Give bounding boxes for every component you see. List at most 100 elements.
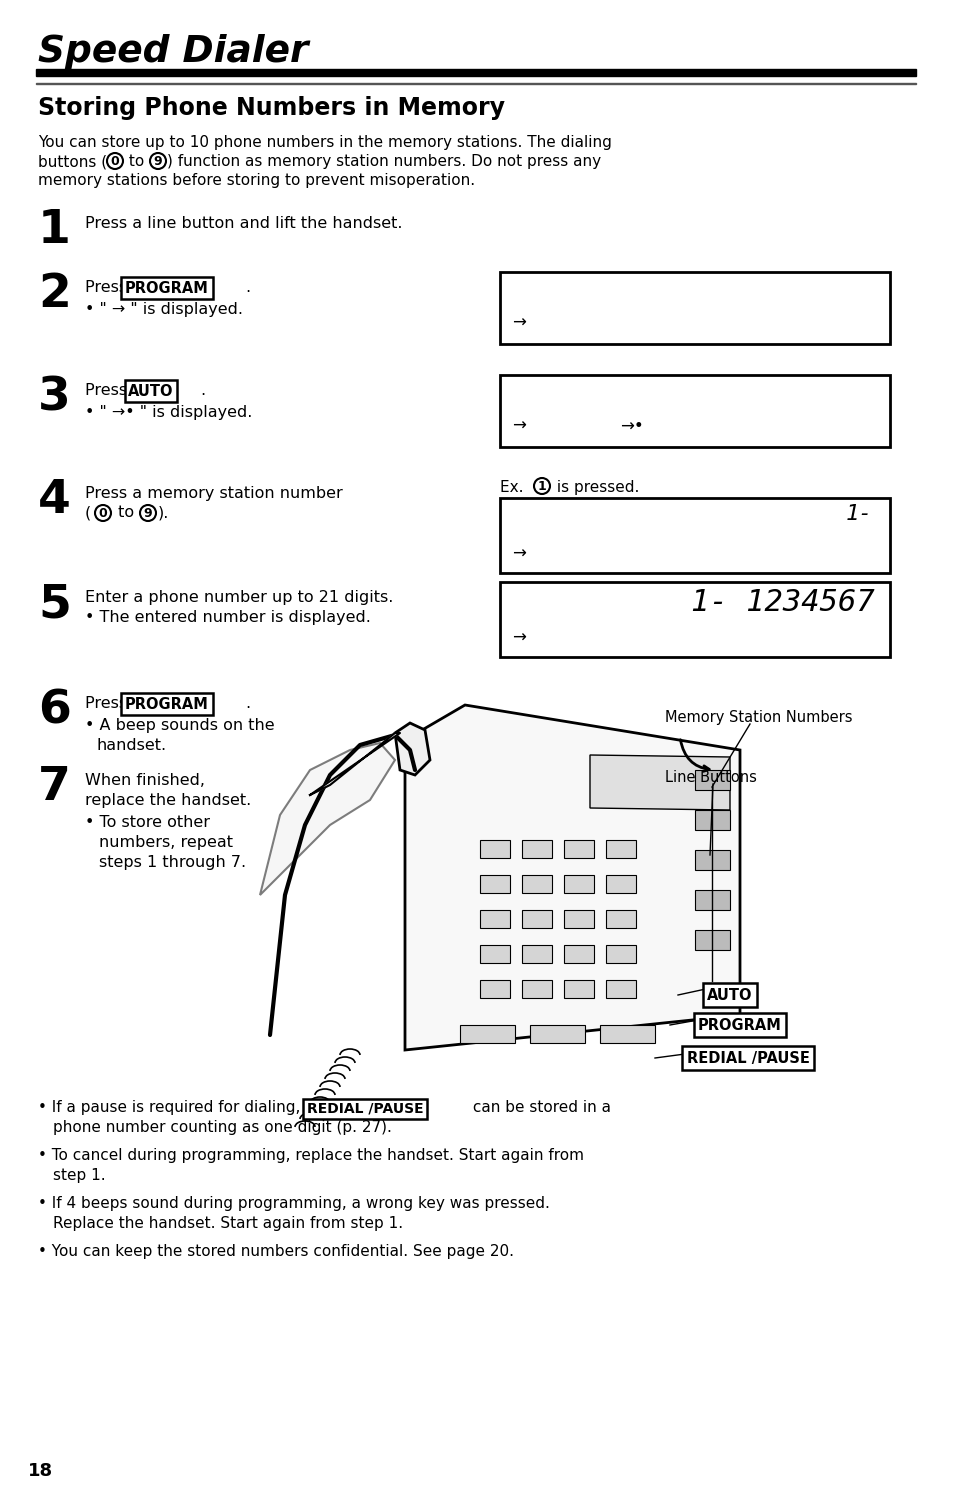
Bar (695, 850, 729, 871)
Bar (521, 875, 552, 893)
Text: • If a pause is required for dialing,: • If a pause is required for dialing, (38, 1100, 305, 1115)
Bar (605, 980, 636, 998)
Text: 0: 0 (111, 154, 119, 168)
Text: • The entered number is displayed.: • The entered number is displayed. (85, 610, 371, 625)
Text: replace the handset.: replace the handset. (85, 793, 251, 808)
Text: Press: Press (85, 696, 132, 711)
Text: REDIAL /PAUSE: REDIAL /PAUSE (306, 1103, 423, 1116)
Text: 4: 4 (38, 479, 71, 524)
Bar (563, 910, 594, 928)
Text: →: → (512, 545, 525, 562)
Text: • To cancel during programming, replace the handset. Start again from: • To cancel during programming, replace … (38, 1147, 583, 1162)
Text: Press: Press (85, 383, 132, 398)
Bar (479, 875, 510, 893)
Text: • " →• " is displayed.: • " →• " is displayed. (85, 405, 253, 420)
Text: steps 1 through 7.: steps 1 through 7. (99, 856, 246, 871)
Text: 2: 2 (38, 272, 71, 317)
Bar (521, 980, 552, 998)
Bar (36, 69, 915, 76)
Text: AUTO: AUTO (128, 383, 173, 398)
Bar (605, 875, 636, 893)
Text: is pressed.: is pressed. (552, 480, 639, 495)
Text: When finished,: When finished, (85, 773, 205, 788)
Text: 7: 7 (38, 764, 71, 809)
Bar (479, 839, 510, 859)
Text: • If 4 beeps sound during programming, a wrong key was pressed.: • If 4 beeps sound during programming, a… (38, 1195, 549, 1210)
Bar (605, 910, 636, 928)
Text: to: to (112, 506, 139, 521)
Text: memory stations before storing to prevent misoperation.: memory stations before storing to preven… (38, 174, 475, 188)
Bar (499, 498, 889, 573)
Text: 5: 5 (38, 582, 71, 627)
Text: REDIAL /PAUSE: REDIAL /PAUSE (686, 1050, 808, 1065)
Text: • To store other: • To store other (85, 815, 210, 830)
Text: 18: 18 (28, 1462, 53, 1480)
Bar (521, 839, 552, 859)
Bar (695, 931, 729, 950)
Bar (479, 980, 510, 998)
Bar (499, 534, 889, 536)
Text: Press a memory station number: Press a memory station number (85, 486, 342, 501)
Text: Ex.: Ex. (499, 480, 528, 495)
Bar (499, 272, 889, 344)
Text: Speed Dialer: Speed Dialer (38, 34, 308, 70)
Bar (479, 910, 510, 928)
Text: .: . (200, 383, 205, 398)
Text: numbers, repeat: numbers, repeat (99, 835, 233, 850)
Bar (563, 980, 594, 998)
Text: ) function as memory station numbers. Do not press any: ) function as memory station numbers. Do… (167, 154, 600, 169)
Text: →•: →• (619, 417, 643, 435)
Bar (605, 945, 636, 963)
Text: →: → (512, 314, 525, 332)
Text: 9: 9 (144, 507, 152, 519)
Text: .: . (245, 280, 250, 295)
Text: buttons (: buttons ( (38, 154, 107, 169)
Text: Enter a phone number up to 21 digits.: Enter a phone number up to 21 digits. (85, 589, 393, 604)
Text: Memory Station Numbers: Memory Station Numbers (664, 711, 852, 726)
Text: • A beep sounds on the: • A beep sounds on the (85, 718, 274, 733)
Text: 1: 1 (537, 480, 546, 492)
Text: handset.: handset. (97, 738, 167, 752)
Text: You can store up to 10 phone numbers in the memory stations. The dialing: You can store up to 10 phone numbers in … (38, 135, 611, 150)
Text: →: → (512, 417, 525, 435)
Bar (563, 945, 594, 963)
Text: phone number counting as one digit (p. 27).: phone number counting as one digit (p. 2… (53, 1121, 392, 1135)
Bar (695, 770, 729, 790)
Text: • You can keep the stored numbers confidential. See page 20.: • You can keep the stored numbers confid… (38, 1245, 514, 1260)
Text: to: to (124, 154, 149, 169)
Text: ).: ). (158, 506, 170, 521)
Polygon shape (395, 723, 430, 775)
Text: can be stored in a: can be stored in a (468, 1100, 610, 1115)
Bar (599, 1025, 655, 1043)
Text: Line Buttons: Line Buttons (664, 770, 756, 785)
Polygon shape (589, 755, 729, 809)
Bar (499, 375, 889, 447)
Bar (605, 839, 636, 859)
Text: 1- 1234567: 1- 1234567 (691, 588, 874, 616)
Text: 9: 9 (153, 154, 162, 168)
Text: (: ( (85, 506, 91, 521)
Text: .: . (245, 696, 250, 711)
Bar (36, 82, 915, 84)
Bar (695, 809, 729, 830)
Bar (521, 910, 552, 928)
Text: Press: Press (85, 280, 132, 295)
Text: 1-: 1- (844, 504, 871, 524)
Polygon shape (260, 744, 395, 895)
Text: PROGRAM: PROGRAM (125, 281, 209, 296)
Bar (521, 945, 552, 963)
Bar (479, 945, 510, 963)
Text: 1: 1 (38, 208, 71, 253)
Bar (563, 875, 594, 893)
Text: Replace the handset. Start again from step 1.: Replace the handset. Start again from st… (53, 1216, 403, 1231)
Bar (695, 890, 729, 910)
Text: 0: 0 (98, 507, 108, 519)
Text: PROGRAM: PROGRAM (698, 1017, 781, 1032)
Text: step 1.: step 1. (53, 1168, 106, 1183)
Text: 6: 6 (38, 688, 71, 733)
Bar (563, 839, 594, 859)
Text: PROGRAM: PROGRAM (125, 697, 209, 712)
Text: 3: 3 (38, 375, 71, 420)
Text: AUTO: AUTO (706, 987, 752, 1002)
Bar (499, 582, 889, 657)
